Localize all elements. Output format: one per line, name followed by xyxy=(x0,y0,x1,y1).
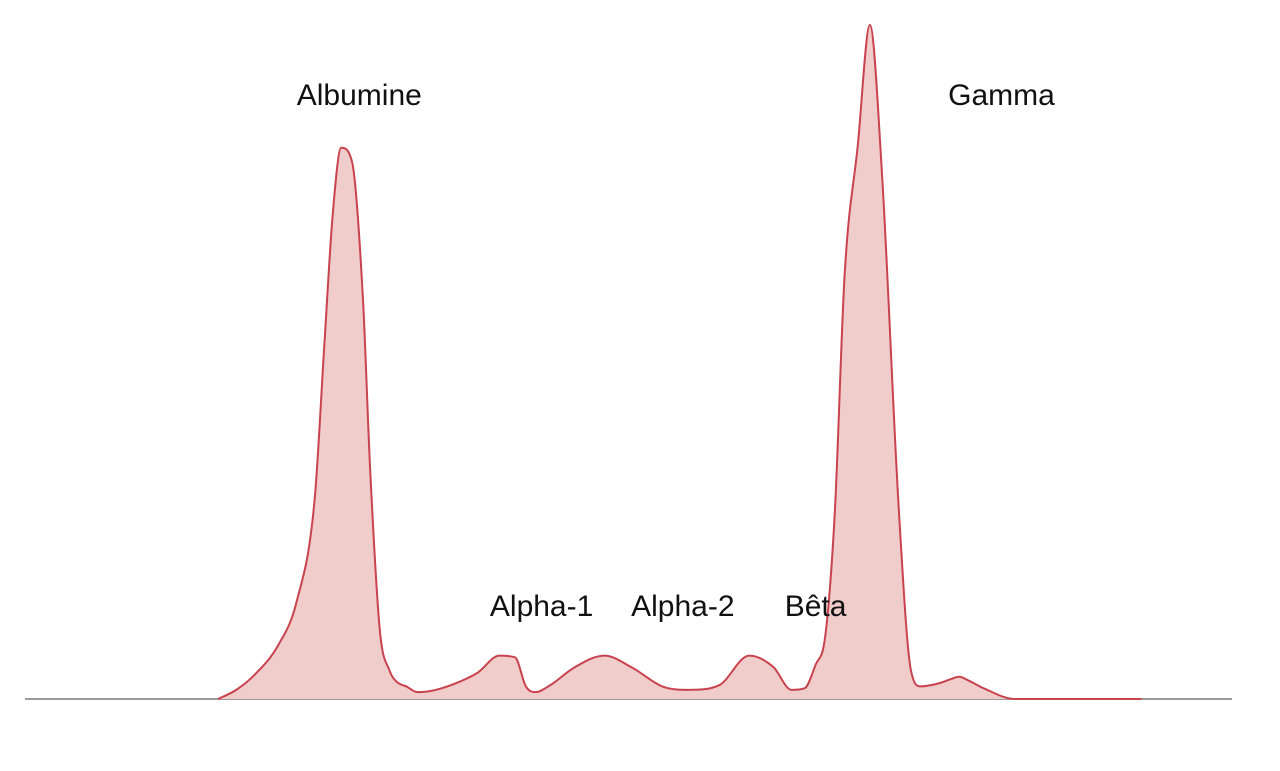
peak-label-alpha-2: Alpha-2 xyxy=(631,590,734,623)
peak-label-alpha-1: Alpha-1 xyxy=(490,590,593,623)
peak-labels: Albumine Alpha-1 Alpha-2 Bêta Gamma xyxy=(297,79,1055,623)
protein-area-fill xyxy=(218,25,1142,699)
peak-label-b-ta: Bêta xyxy=(785,590,847,623)
peak-label-gamma: Gamma xyxy=(948,79,1055,112)
protein-curve-line xyxy=(217,23,1142,700)
peak-label-albumine: Albumine xyxy=(297,79,422,112)
